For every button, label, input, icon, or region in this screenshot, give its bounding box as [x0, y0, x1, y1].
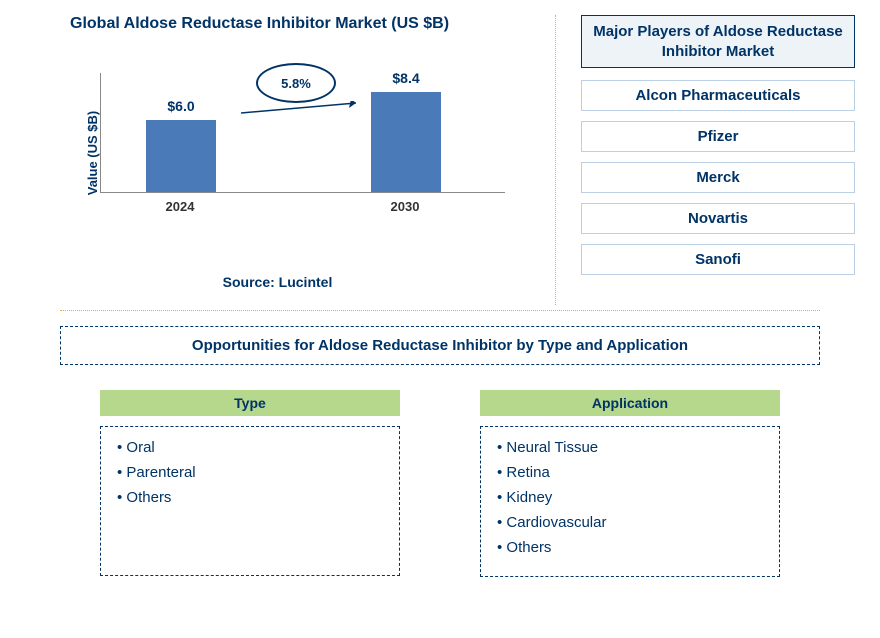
player-item: Alcon Pharmaceuticals	[581, 80, 855, 111]
opportunities-section: Opportunities for Aldose Reductase Inhib…	[0, 311, 880, 577]
source-text: Source: Lucintel	[0, 274, 555, 290]
application-box: • Neural Tissue • Retina • Kidney • Card…	[480, 426, 780, 577]
app-item: • Retina	[497, 464, 763, 481]
app-item: • Neural Tissue	[497, 439, 763, 456]
type-item-label: Others	[126, 489, 171, 506]
type-box: • Oral • Parenteral • Others	[100, 426, 400, 576]
type-item-label: Parenteral	[126, 464, 195, 481]
type-item-label: Oral	[126, 439, 154, 456]
growth-arrow-icon	[241, 101, 371, 121]
chart-area: Global Aldose Reductase Inhibitor Market…	[0, 0, 555, 310]
chart-plot: $6.0 $8.4 5.8%	[100, 73, 505, 193]
chart-title: Global Aldose Reductase Inhibitor Market…	[70, 15, 525, 33]
opportunities-header: Opportunities for Aldose Reductase Inhib…	[60, 326, 820, 365]
app-item-label: Retina	[506, 464, 549, 481]
player-item: Pfizer	[581, 121, 855, 152]
bar-chart: Value (US $B) $6.0 $8.4 5.8% 2024	[100, 73, 505, 233]
bar-2024: $6.0	[146, 120, 216, 192]
player-item: Merck	[581, 162, 855, 193]
y-axis-label: Value (US $B)	[85, 111, 100, 196]
bar-value-2024: $6.0	[146, 98, 216, 114]
player-item: Sanofi	[581, 244, 855, 275]
type-item: • Others	[117, 489, 383, 506]
x-label-2030: 2030	[370, 199, 440, 214]
players-header: Major Players of Aldose Reductase Inhibi…	[581, 15, 855, 68]
type-column: Type • Oral • Parenteral • Others	[100, 390, 400, 577]
players-panel: Major Players of Aldose Reductase Inhibi…	[556, 0, 880, 310]
app-item-label: Others	[506, 539, 551, 556]
top-section: Global Aldose Reductase Inhibitor Market…	[0, 0, 880, 310]
bar-2030: $8.4	[371, 92, 441, 192]
type-item: • Oral	[117, 439, 383, 456]
app-item: • Kidney	[497, 489, 763, 506]
x-label-2024: 2024	[145, 199, 215, 214]
app-item-label: Kidney	[506, 489, 552, 506]
growth-annotation: 5.8%	[241, 63, 351, 118]
application-header: Application	[480, 390, 780, 416]
type-header: Type	[100, 390, 400, 416]
app-item-label: Cardiovascular	[506, 514, 606, 531]
bar-value-2030: $8.4	[371, 70, 441, 86]
app-item-label: Neural Tissue	[506, 439, 598, 456]
type-item: • Parenteral	[117, 464, 383, 481]
opportunities-columns: Type • Oral • Parenteral • Others Applic…	[60, 390, 820, 577]
application-column: Application • Neural Tissue • Retina • K…	[480, 390, 780, 577]
growth-rate-oval: 5.8%	[256, 63, 336, 103]
app-item: • Cardiovascular	[497, 514, 763, 531]
app-item: • Others	[497, 539, 763, 556]
player-item: Novartis	[581, 203, 855, 234]
